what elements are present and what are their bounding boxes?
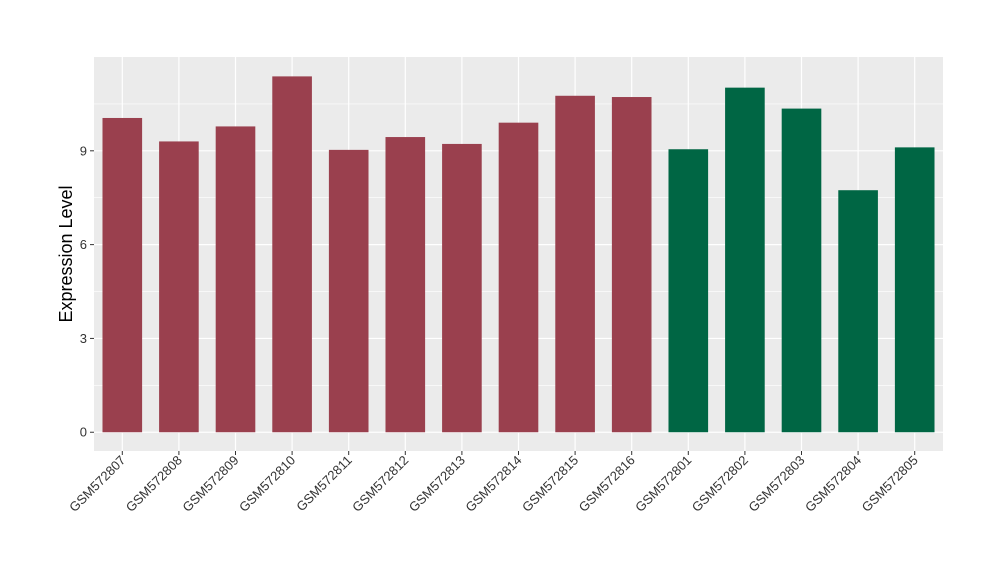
y-tick-label: 0 — [80, 425, 87, 440]
y-tick-label: 9 — [80, 143, 87, 158]
x-tick-label: GSM572801 — [632, 453, 694, 515]
bar-GSM572811 — [328, 149, 369, 433]
bar-GSM572804 — [838, 190, 878, 433]
x-tick-label: GSM572810 — [236, 453, 298, 515]
y-tick-label: 6 — [80, 237, 87, 252]
bar-GSM572816 — [611, 97, 652, 433]
x-tick-label: GSM572816 — [576, 453, 638, 515]
y-axis-title: Expression Level — [56, 185, 76, 322]
x-tick-label: GSM572811 — [293, 453, 355, 515]
bar-GSM572812 — [385, 137, 426, 433]
x-tick-label: GSM572809 — [179, 453, 241, 515]
y-axis: 0 3 6 9 — [80, 143, 94, 440]
bar-GSM572809 — [215, 126, 256, 433]
bar-GSM572803 — [781, 108, 822, 433]
bar-GSM572814 — [498, 122, 539, 433]
bar-GSM572807 — [102, 117, 143, 433]
y-tick-label: 3 — [80, 331, 87, 346]
x-tick-label: GSM572803 — [745, 453, 807, 515]
bar-series — [102, 76, 935, 433]
bar-GSM572801 — [668, 149, 709, 433]
x-tick-label: GSM572808 — [123, 453, 185, 515]
bar-GSM572815 — [555, 95, 595, 433]
x-tick-label: GSM572805 — [859, 453, 921, 515]
bar-GSM572808 — [159, 141, 199, 433]
bar-GSM572805 — [894, 147, 935, 433]
x-tick-label: GSM572807 — [66, 453, 128, 515]
x-tick-label: GSM572815 — [519, 453, 581, 515]
bar-GSM572802 — [725, 87, 765, 433]
bar-GSM572810 — [272, 76, 312, 433]
x-tick-label: GSM572814 — [462, 453, 524, 515]
x-tick-label: GSM572813 — [406, 453, 468, 515]
x-tick-label: GSM572802 — [689, 453, 751, 515]
x-axis: GSM572807GSM572808GSM572809GSM572810GSM5… — [66, 451, 921, 515]
bar-GSM572813 — [442, 143, 482, 433]
x-tick-label: GSM572804 — [802, 453, 864, 515]
x-tick-label: GSM572812 — [349, 453, 411, 515]
